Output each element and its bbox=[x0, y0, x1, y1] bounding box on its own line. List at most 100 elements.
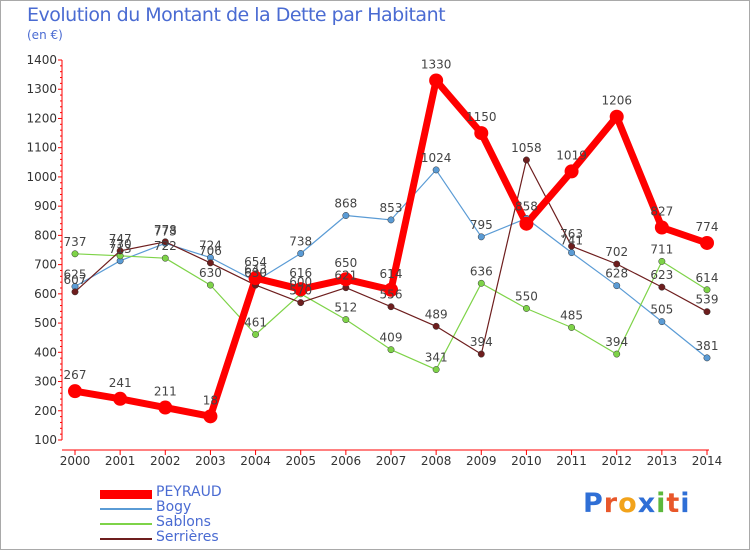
point-bogy bbox=[477, 233, 485, 241]
data-label-bogy: 868 bbox=[334, 197, 357, 211]
point-sablons bbox=[387, 346, 395, 354]
point-peyraud bbox=[158, 400, 173, 415]
point-peyraud bbox=[700, 235, 714, 250]
y-tick-label: 600 bbox=[34, 287, 57, 301]
data-label-peyraud: 1019 bbox=[556, 148, 587, 162]
data-label-bogy: 738 bbox=[289, 235, 312, 249]
y-tick-label: 1000 bbox=[26, 170, 57, 184]
data-label-sablons: 485 bbox=[560, 308, 583, 322]
data-label-bogy: 625 bbox=[64, 268, 87, 282]
point-sablons bbox=[161, 254, 169, 262]
data-label-bogy: 505 bbox=[650, 303, 673, 317]
data-label-peyraud: 211 bbox=[154, 385, 177, 399]
point-serrières bbox=[522, 156, 530, 164]
point-bogy bbox=[658, 318, 666, 326]
point-sablons bbox=[658, 257, 666, 265]
x-tick-label: 2011 bbox=[556, 454, 587, 468]
data-label-peyraud: 1330 bbox=[421, 57, 452, 71]
data-label-bogy: 773 bbox=[154, 224, 177, 238]
point-sablons bbox=[252, 331, 260, 338]
data-label-peyraud: 616 bbox=[289, 266, 312, 280]
point-peyraud bbox=[203, 409, 218, 424]
data-label-serrières: 556 bbox=[380, 288, 403, 302]
chart-title: Evolution du Montant de la Dette par Hab… bbox=[27, 4, 446, 26]
point-peyraud bbox=[654, 220, 669, 235]
point-serrières bbox=[206, 259, 214, 267]
y-tick-label: 800 bbox=[34, 228, 57, 242]
data-label-serrières: 539 bbox=[696, 293, 719, 307]
data-label-serrières: 1058 bbox=[511, 141, 542, 155]
point-serrières bbox=[161, 238, 169, 246]
y-tick-label: 700 bbox=[34, 258, 57, 272]
y-tick-label: 400 bbox=[34, 345, 57, 359]
x-tick-label: 2001 bbox=[105, 454, 136, 468]
point-sablons bbox=[522, 305, 530, 312]
point-serrières bbox=[71, 288, 79, 296]
x-tick-label: 2002 bbox=[150, 454, 181, 468]
point-peyraud bbox=[338, 272, 353, 287]
x-tick-label: 2009 bbox=[466, 454, 497, 468]
point-bogy bbox=[297, 250, 305, 257]
x-tick-label: 2007 bbox=[376, 454, 407, 468]
data-label-peyraud: 1206 bbox=[601, 94, 632, 108]
point-serrières bbox=[387, 303, 395, 311]
x-tick-label: 2010 bbox=[511, 454, 542, 468]
logo-letter: o bbox=[618, 488, 638, 519]
data-label-bogy: 643 bbox=[244, 262, 267, 276]
legend-label: Serrières bbox=[156, 529, 219, 545]
data-label-serrières: 778 bbox=[154, 223, 177, 237]
x-tick-label: 2012 bbox=[601, 454, 632, 468]
y-tick-label: 1200 bbox=[26, 111, 57, 125]
data-label-serrières: 702 bbox=[605, 245, 628, 259]
x-tick-label: 2004 bbox=[240, 454, 271, 468]
data-label-sablons: 461 bbox=[244, 315, 267, 329]
data-label-peyraud: 241 bbox=[109, 376, 132, 390]
point-sablons bbox=[568, 324, 576, 331]
point-peyraud bbox=[113, 391, 128, 406]
x-tick-label: 2006 bbox=[331, 454, 362, 468]
point-peyraud bbox=[609, 109, 624, 124]
data-label-sablons: 512 bbox=[334, 301, 357, 315]
point-peyraud bbox=[429, 73, 444, 88]
point-peyraud bbox=[474, 126, 489, 141]
y-tick-label: 100 bbox=[34, 433, 57, 447]
legend-swatch bbox=[100, 489, 152, 499]
legend-label: Bogy bbox=[156, 499, 192, 515]
legend-label: Sablons bbox=[156, 514, 211, 530]
data-label-bogy: 381 bbox=[696, 339, 719, 353]
data-label-serrières: 747 bbox=[109, 232, 132, 246]
point-bogy bbox=[387, 216, 395, 224]
data-label-sablons: 636 bbox=[470, 264, 493, 278]
point-peyraud bbox=[68, 384, 82, 399]
point-sablons bbox=[432, 366, 440, 374]
data-label-peyraud: 650 bbox=[334, 256, 357, 270]
point-peyraud bbox=[293, 282, 308, 297]
point-serrières bbox=[297, 299, 305, 307]
y-tick-label: 1100 bbox=[26, 141, 57, 155]
data-label-serrières: 763 bbox=[560, 227, 583, 241]
data-label-sablons: 600 bbox=[289, 275, 312, 289]
data-label-serrières: 394 bbox=[470, 335, 493, 349]
data-label-serrières: 621 bbox=[334, 269, 357, 283]
data-label-sablons: 630 bbox=[199, 266, 222, 280]
y-tick-label: 300 bbox=[34, 375, 57, 389]
data-label-peyraud: 827 bbox=[650, 204, 673, 218]
data-label-sablons: 341 bbox=[425, 351, 448, 365]
data-label-serrières: 706 bbox=[199, 244, 222, 258]
point-serrières bbox=[477, 350, 485, 358]
data-label-sablons: 711 bbox=[650, 242, 673, 256]
data-label-peyraud: 267 bbox=[64, 368, 87, 382]
data-label-sablons: 730 bbox=[109, 237, 132, 251]
data-label-bogy: 724 bbox=[199, 239, 222, 253]
legend-swatch bbox=[100, 508, 152, 510]
point-serrières bbox=[613, 260, 621, 268]
data-label-serrières: 489 bbox=[425, 307, 448, 321]
x-tick-label: 2008 bbox=[421, 454, 452, 468]
point-bogy bbox=[432, 166, 440, 174]
point-sablons bbox=[613, 350, 621, 358]
proxiti-logo: Proxiti bbox=[583, 488, 691, 519]
data-label-peyraud: 654 bbox=[244, 255, 267, 269]
point-serrières bbox=[116, 247, 124, 255]
legend-swatch bbox=[100, 538, 152, 540]
